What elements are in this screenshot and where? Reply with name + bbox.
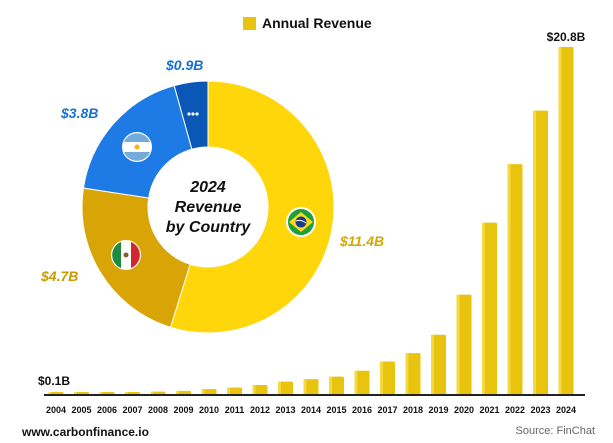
x-tick-label: 2007 [122, 405, 142, 415]
x-tick-label: 2009 [173, 405, 193, 415]
bar-2019 [431, 334, 446, 395]
bar-highlight-2008 [150, 391, 154, 395]
bar-highlight-2007 [125, 392, 128, 395]
bar-highlight-2004 [48, 392, 52, 395]
x-tick-label: 2023 [530, 405, 550, 415]
pie-slice-label: $11.4B [339, 233, 384, 249]
donut-title-line: 2024 [189, 179, 226, 196]
bar-highlight-2024 [558, 47, 562, 395]
bar-2010 [201, 389, 217, 395]
x-tick-label: 2024 [556, 405, 576, 415]
bar-2021 [482, 222, 497, 395]
x-tick-label: 2019 [428, 405, 448, 415]
x-tick-label: 2021 [479, 405, 499, 415]
bar-highlight-2009 [176, 390, 179, 395]
bar-highlight-2015 [329, 376, 332, 395]
pie-slice-label: $0.9B [165, 57, 203, 73]
bar-2011 [227, 387, 242, 395]
x-tick-label: 2017 [377, 405, 397, 415]
argentina-flag-icon [122, 132, 152, 162]
footer-source: Source: FinChat [515, 425, 595, 437]
legend-swatch [243, 17, 256, 30]
bar-2014 [303, 379, 319, 395]
bar-highlight-2006 [99, 392, 103, 395]
x-tick-label: 2015 [326, 405, 346, 415]
bar-highlight-2014 [303, 379, 307, 395]
legend-label: Annual Revenue [262, 15, 372, 31]
bar-data-label: $0.1B [38, 374, 70, 388]
bar-highlight-2010 [201, 389, 205, 395]
bar-highlight-2018 [405, 353, 409, 395]
bar-highlight-2019 [431, 334, 434, 395]
x-tick-label: 2012 [250, 405, 270, 415]
brazil-flag-icon [286, 207, 316, 237]
bar-2017 [380, 361, 395, 395]
bar-2024 [558, 47, 574, 395]
pie-slice [169, 80, 335, 334]
mexico-flag-icon [111, 240, 141, 270]
bar-highlight-2016 [354, 370, 358, 395]
bar-2016 [354, 370, 370, 395]
x-tick-label: 2006 [97, 405, 117, 415]
bar-2015 [329, 376, 344, 395]
bar-highlight-2011 [227, 387, 230, 395]
bar-highlight-2020 [456, 294, 460, 395]
x-tick-label: 2020 [454, 405, 474, 415]
x-tick-label: 2004 [46, 405, 66, 415]
x-tick-label: 2013 [275, 405, 295, 415]
x-tick-label: 2010 [199, 405, 219, 415]
bar-highlight-2005 [74, 392, 77, 395]
bar-highlight-2022 [507, 164, 511, 395]
bar-2023 [533, 110, 548, 396]
pie-slice [173, 80, 209, 150]
bar-highlight-2013 [278, 381, 281, 395]
bar-2022 [507, 164, 523, 395]
x-tick-label: 2005 [71, 405, 91, 415]
x-tick-label: 2008 [148, 405, 168, 415]
x-tick-label: 2018 [403, 405, 423, 415]
pie-slice-label: $4.7B [40, 268, 78, 284]
bar-2012 [252, 384, 268, 395]
bar-highlight-2017 [380, 361, 383, 395]
x-tick-label: 2022 [505, 405, 525, 415]
bar-2018 [405, 353, 421, 395]
more-icon [187, 112, 199, 116]
bar-2013 [278, 381, 293, 395]
donut-title-line: Revenue [175, 199, 242, 216]
x-tick-label: 2011 [225, 405, 245, 415]
bar-highlight-2012 [252, 384, 256, 395]
bar-data-label: $20.8B [547, 30, 586, 44]
bar-highlight-2023 [533, 110, 536, 396]
x-tick-label: 2014 [301, 405, 321, 415]
bar-2009 [176, 390, 191, 395]
bar-2020 [456, 294, 472, 395]
bar-highlight-2021 [482, 222, 485, 395]
donut-title-line: by Country [166, 219, 252, 236]
x-tick-label: 2016 [352, 405, 372, 415]
footer-website: www.carbonfinance.io [22, 425, 149, 439]
pie-slice-label: $3.8B [60, 105, 98, 121]
